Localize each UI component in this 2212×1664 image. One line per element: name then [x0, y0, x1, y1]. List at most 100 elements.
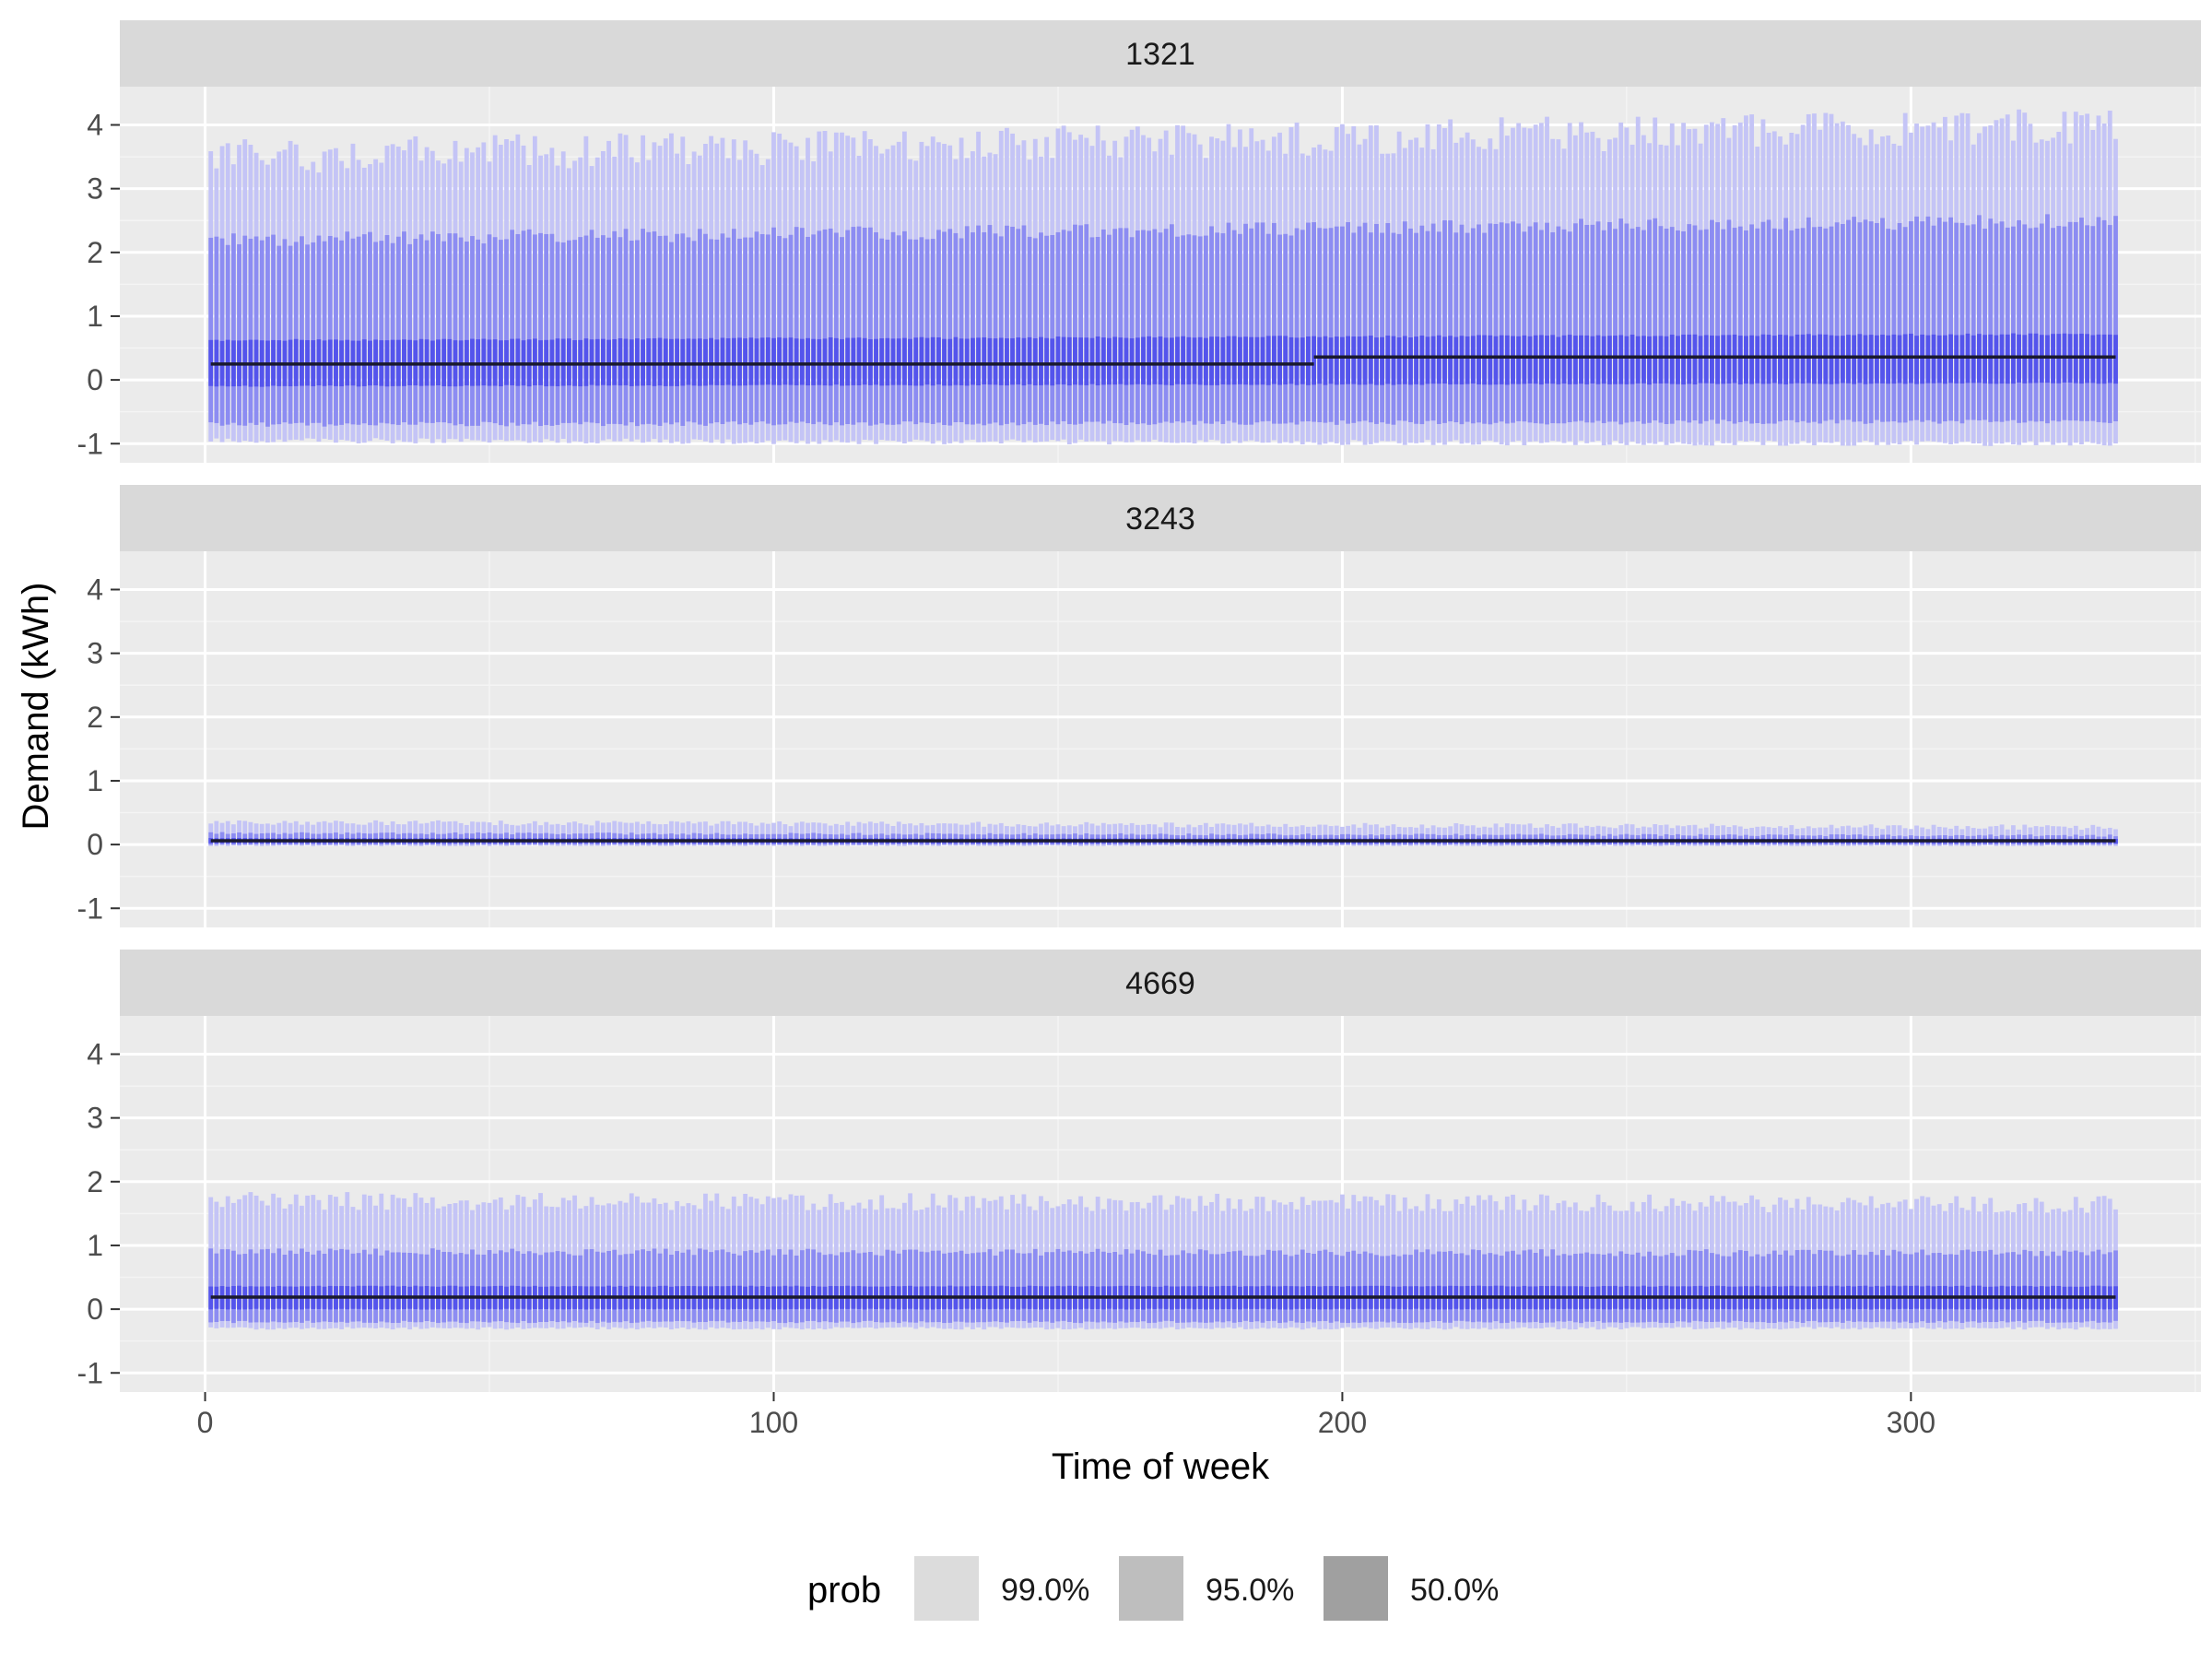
band-95-bar	[1084, 224, 1089, 422]
band-50-bar	[646, 338, 652, 385]
band-50-bar	[1152, 337, 1158, 384]
band-95-bar	[1010, 226, 1016, 423]
band-95-bar	[1880, 218, 1885, 422]
band-95-bar	[1010, 1249, 1016, 1322]
band-50-bar	[1800, 334, 1806, 384]
facet-panel-1321: 1321 -1 0 1 2 3 4	[77, 20, 2201, 463]
band-95-bar	[356, 236, 361, 425]
band-95-bar	[2005, 227, 2010, 421]
band-95-bar	[1897, 222, 1902, 423]
band-50-bar	[2079, 333, 2084, 384]
band-95-bar	[300, 1248, 304, 1323]
band-95-bar	[1868, 221, 1874, 424]
band-50-bar	[1231, 336, 1237, 385]
band-50-bar	[890, 338, 896, 385]
band-95-bar	[1419, 225, 1425, 425]
band-99-bar	[737, 821, 742, 846]
band-95-bar	[998, 236, 1004, 426]
band-95-bar	[1425, 230, 1430, 421]
band-95-bar	[720, 233, 725, 424]
band-50-bar	[1794, 334, 1800, 384]
band-95-bar	[641, 229, 645, 425]
band-95-bar	[1908, 221, 1913, 421]
band-95-bar	[971, 232, 975, 425]
band-95-bar	[1055, 231, 1061, 425]
band-95-bar	[788, 234, 794, 422]
band-50-bar	[806, 337, 810, 386]
band-95-bar	[1158, 232, 1163, 423]
band-95-bar	[510, 230, 515, 423]
band-95-bar	[538, 232, 543, 427]
band-50-bar	[1653, 336, 1658, 384]
band-50-bar	[1880, 335, 1885, 384]
band-95-bar	[327, 1248, 333, 1323]
band-50-bar	[1465, 336, 1470, 384]
band-95-bar	[935, 1250, 941, 1323]
band-95-bar	[1265, 233, 1271, 421]
band-50-bar	[935, 337, 941, 385]
band-50-bar	[1755, 336, 1760, 384]
band-95-bar	[1209, 226, 1214, 424]
band-50-bar	[971, 337, 975, 385]
band-99-bar	[1100, 822, 1106, 846]
band-99-bar	[1039, 823, 1043, 846]
band-95-bar	[1346, 221, 1350, 424]
band-50-bar	[2039, 335, 2044, 384]
band-99-bar	[799, 821, 805, 846]
band-95-bar	[1050, 235, 1055, 422]
band-50-bar	[811, 338, 817, 385]
band-95-bar	[2101, 219, 2107, 423]
facet-strip-label: 4669	[1125, 966, 1195, 1001]
band-95-bar	[675, 1251, 680, 1321]
band-99-bar	[919, 822, 924, 846]
band-50-bar	[1897, 335, 1902, 384]
band-95-bar	[885, 239, 890, 425]
band-99-bar	[845, 821, 851, 846]
band-95-bar	[1664, 229, 1669, 425]
band-95-bar	[361, 234, 367, 424]
band-50-bar	[1186, 336, 1192, 385]
band-50-bar	[612, 338, 618, 385]
band-50-bar	[1522, 335, 1527, 384]
band-95-bar	[492, 237, 498, 424]
band-95-bar	[1215, 232, 1220, 422]
band-95-bar	[1800, 228, 1806, 421]
band-95-bar	[697, 1248, 702, 1322]
band-95-bar	[1016, 229, 1021, 426]
band-50-bar	[1641, 336, 1646, 384]
band-50-bar	[1994, 335, 1999, 384]
band-95-bar	[1902, 227, 1908, 423]
band-50-bar	[623, 338, 629, 385]
band-99-bar	[686, 820, 691, 846]
band-95-bar	[2062, 226, 2067, 420]
band-95-bar	[1606, 221, 1612, 422]
band-50-bar	[1380, 336, 1385, 385]
band-50-bar	[589, 339, 594, 385]
band-95-bar	[1641, 230, 1646, 424]
band-50-bar	[515, 338, 521, 386]
band-95-bar	[1135, 230, 1140, 425]
band-50-bar	[1545, 336, 1549, 384]
band-99-bar	[373, 820, 379, 846]
band-95-bar	[1089, 237, 1095, 422]
band-50-bar	[1886, 335, 1891, 384]
band-50-bar	[959, 338, 964, 385]
band-95-bar	[453, 233, 458, 426]
band-50-bar	[1482, 335, 1488, 385]
y-tick-label: 3	[87, 1102, 103, 1135]
band-95-bar	[1362, 222, 1368, 421]
band-95-bar	[2096, 217, 2101, 422]
band-99-bar	[777, 821, 782, 846]
band-95-bar	[1265, 1249, 1271, 1321]
band-50-bar	[1902, 334, 1908, 384]
band-95-bar	[282, 239, 288, 423]
legend-label-0: 99.0%	[1001, 1573, 1089, 1608]
band-95-bar	[1692, 1250, 1698, 1321]
band-95-bar	[1470, 228, 1476, 424]
band-50-bar	[1561, 335, 1567, 384]
band-50-bar	[862, 337, 867, 385]
band-95-bar	[476, 239, 481, 426]
band-95-bar	[458, 237, 464, 425]
band-95-bar	[851, 227, 856, 425]
band-50-bar	[1732, 334, 1737, 384]
